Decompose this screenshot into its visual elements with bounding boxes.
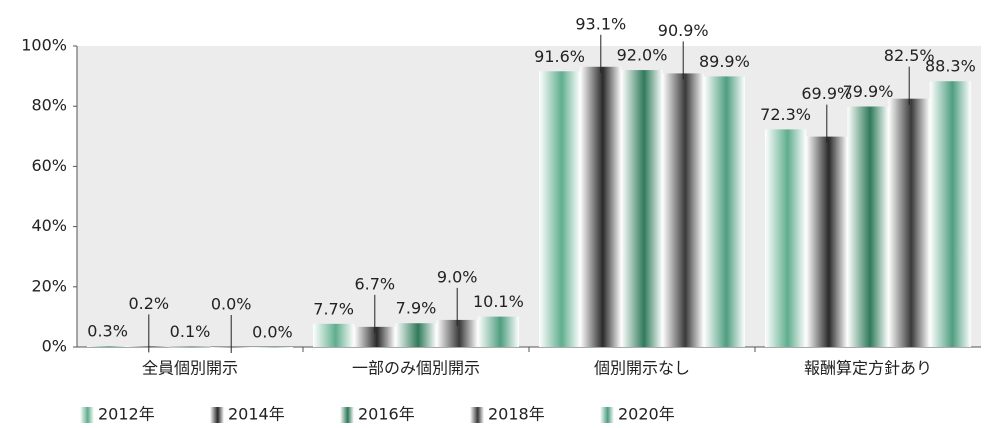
legend-swatch (340, 407, 354, 423)
data-label: 91.6% (534, 47, 585, 66)
legend-swatch (470, 407, 484, 423)
bar (539, 71, 581, 347)
data-label: 9.0% (437, 267, 478, 286)
bar (662, 73, 704, 348)
data-label: 6.7% (354, 274, 395, 293)
legend-label: 2012年 (98, 405, 155, 424)
data-label: 7.7% (313, 299, 354, 318)
data-label: 79.9% (843, 82, 894, 101)
bar (354, 326, 396, 347)
data-label: 0.0% (211, 295, 252, 314)
y-tick-label: 20% (31, 276, 67, 295)
legend-label: 2016年 (358, 405, 415, 424)
bar (580, 66, 622, 348)
bar (765, 129, 807, 347)
legend-label: 2018年 (488, 405, 545, 424)
data-label: 0.0% (252, 323, 293, 342)
data-label: 90.9% (658, 21, 709, 40)
data-label: 72.3% (760, 105, 811, 124)
data-label: 93.1% (575, 14, 626, 33)
x-tick-label: 個別開示なし (594, 359, 690, 378)
bar (313, 323, 355, 347)
bar (87, 346, 129, 347)
data-label: 10.1% (473, 292, 524, 311)
y-tick-label: 80% (31, 96, 67, 115)
data-label: 0.3% (87, 322, 128, 341)
bar (929, 81, 971, 347)
data-label: 82.5% (884, 46, 935, 65)
x-tick-label: 報酬算定方針あり (804, 359, 932, 378)
bar (169, 346, 211, 348)
y-tick-label: 100% (21, 36, 67, 55)
legend-label: 2020年 (618, 405, 675, 424)
data-label: 89.9% (699, 52, 750, 71)
bar (477, 316, 519, 347)
y-tick-label: 0% (42, 337, 67, 356)
legend-swatch (210, 407, 224, 423)
legend-swatch (80, 407, 94, 423)
bar (847, 106, 889, 347)
data-label: 0.2% (128, 294, 169, 313)
bar (395, 323, 437, 347)
data-label: 0.1% (170, 322, 211, 341)
bar (703, 76, 745, 347)
bar (806, 136, 848, 347)
data-label: 7.9% (396, 299, 437, 318)
data-label: 88.3% (925, 57, 976, 76)
legend-swatch (600, 407, 614, 423)
x-tick-label: 一部のみ個別開示 (352, 359, 480, 378)
data-label: 92.0% (617, 46, 668, 65)
bar (251, 347, 293, 348)
x-tick-label: 全員個別開示 (142, 359, 238, 378)
y-tick-label: 60% (31, 156, 67, 175)
bar (888, 98, 930, 347)
bar (621, 70, 663, 347)
legend-label: 2014年 (228, 405, 285, 424)
y-tick-label: 40% (31, 216, 67, 235)
data-label: 69.9% (801, 84, 852, 103)
